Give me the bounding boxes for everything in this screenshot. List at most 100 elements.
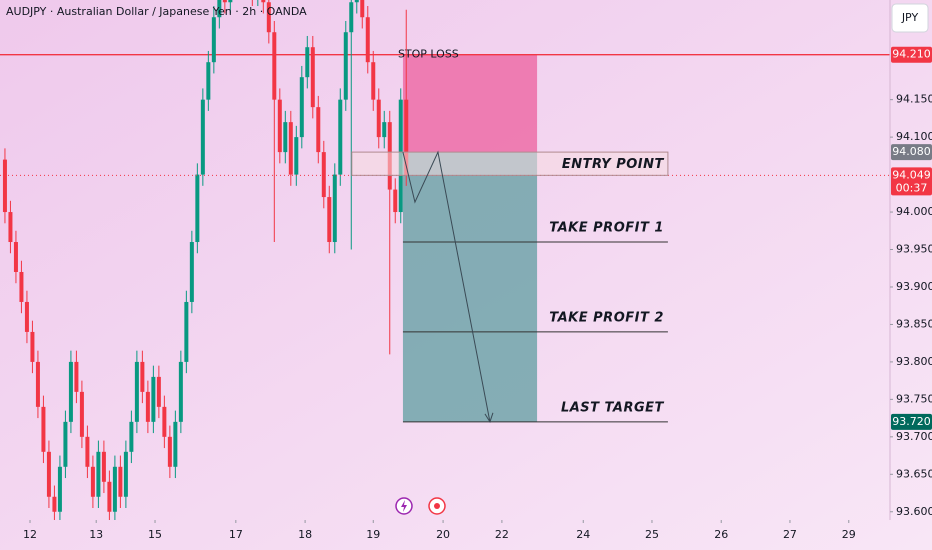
chart-title: AUDJPY · Australian Dollar / Japanese Ye…: [6, 5, 307, 18]
candle-body: [354, 0, 359, 3]
event-dot: [434, 503, 440, 509]
candle-body: [140, 361, 145, 392]
candle-body: [332, 174, 337, 243]
candle-body: [41, 406, 46, 452]
candle-body: [321, 152, 326, 198]
candle-body: [360, 0, 365, 18]
x-tick-label: 20: [436, 528, 450, 541]
y-tick-label: 93.950: [896, 243, 932, 256]
candle-body: [52, 496, 57, 512]
candle-body: [206, 62, 211, 100]
candle-body: [90, 466, 95, 497]
y-tick-label: 94.150: [896, 93, 932, 106]
candle-body: [63, 421, 68, 467]
candle-body: [8, 212, 13, 243]
candle-body: [74, 361, 79, 392]
candle-body: [211, 17, 216, 63]
x-tick-label: 27: [783, 528, 797, 541]
candle-body: [393, 189, 398, 213]
candle-body: [382, 122, 387, 138]
y-tick-label: 93.600: [896, 505, 932, 518]
candle-body: [151, 376, 156, 422]
arrow-head: [484, 412, 494, 424]
y-tick-label: 93.750: [896, 392, 932, 405]
candle-body: [217, 0, 222, 18]
candle-body: [85, 436, 90, 467]
x-tick-label: 25: [645, 528, 659, 541]
price-tag-timer: 00:37: [896, 181, 928, 194]
price-tag-label: 94.080: [892, 145, 931, 158]
candle-body: [129, 421, 134, 452]
candle-body: [189, 242, 194, 302]
y-tick-label: 94.100: [896, 130, 932, 143]
candle-body: [327, 197, 332, 243]
candle-body: [376, 99, 381, 138]
candle-body: [145, 391, 150, 422]
entry-label: ENTRY POINT: [562, 157, 665, 172]
y-tick-label: 93.850: [896, 317, 932, 330]
target-label: TAKE PROFIT 1: [549, 221, 664, 236]
candle-body: [371, 62, 376, 100]
x-tick-label: 19: [366, 528, 380, 541]
price-tag: [891, 144, 932, 161]
x-tick-label: 24: [576, 528, 590, 541]
candle-body: [310, 47, 315, 108]
x-tick-label: 29: [842, 528, 856, 541]
candle-body: [277, 99, 282, 153]
price-tag-label: 94.210: [892, 48, 931, 61]
candle-body: [19, 271, 24, 302]
x-tick-label: 18: [298, 528, 312, 541]
x-tick-label: 26: [714, 528, 728, 541]
candle-body: [299, 77, 304, 138]
plot-area: STOP LOSS ENTRY POINT TAKE PROFIT 1 TAKE PR…: [0, 0, 890, 520]
candle-body: [35, 361, 40, 407]
candle-body: [288, 122, 293, 175]
y-tick-label: 93.700: [896, 430, 932, 443]
y-tick-label: 93.800: [896, 355, 932, 368]
candle-body: [178, 361, 183, 422]
candle-body: [338, 99, 343, 175]
candle-body: [343, 32, 348, 100]
x-tick-label: 17: [229, 528, 243, 541]
candle-body: [261, 0, 266, 3]
candle-body: [13, 242, 18, 272]
candle-body: [228, 0, 233, 3]
currency-button[interactable]: [891, 3, 929, 33]
currency-label[interactable]: JPY: [901, 11, 919, 24]
event-icons: [395, 497, 446, 515]
candle-body: [305, 47, 310, 78]
x-tick-label: 22: [495, 528, 509, 541]
candle-body: [404, 99, 409, 176]
candle-body: [365, 17, 370, 63]
price-tag: [891, 413, 932, 430]
candle-body: [57, 466, 62, 512]
candle-body: [266, 2, 271, 33]
candle-body: [112, 466, 117, 512]
candle-body: [156, 376, 161, 407]
axes: 94.150 94.100 94.000 93.950 93.900 93.850 93.8…: [23, 0, 932, 541]
y-tick-label: 93.650: [896, 467, 932, 480]
target-label: TAKE PROFIT 2: [549, 310, 664, 325]
y-tick-label: 94.000: [896, 205, 932, 218]
candle-body: [107, 481, 112, 512]
lightning: [401, 500, 407, 512]
candle-body: [24, 301, 29, 332]
projection-path: [402, 150, 491, 422]
candle-body: [167, 436, 172, 467]
candle-body: [79, 391, 84, 437]
y-tick-label: 93.900: [896, 280, 932, 293]
candle-body: [68, 361, 73, 422]
price-tag: [891, 167, 932, 196]
x-tick-label: 13: [89, 528, 103, 541]
candle-body: [200, 99, 205, 175]
reward-zone: [402, 152, 538, 422]
candle-body: [349, 2, 354, 33]
target-label: LAST TARGET: [561, 400, 665, 415]
stop-loss-label: STOP LOSS: [398, 48, 459, 61]
candle-body: [123, 451, 128, 497]
risk-zone: [402, 54, 538, 153]
candle-body: [173, 421, 178, 467]
price-tag-label: 93.720: [892, 415, 931, 428]
candle-body: [30, 331, 35, 362]
